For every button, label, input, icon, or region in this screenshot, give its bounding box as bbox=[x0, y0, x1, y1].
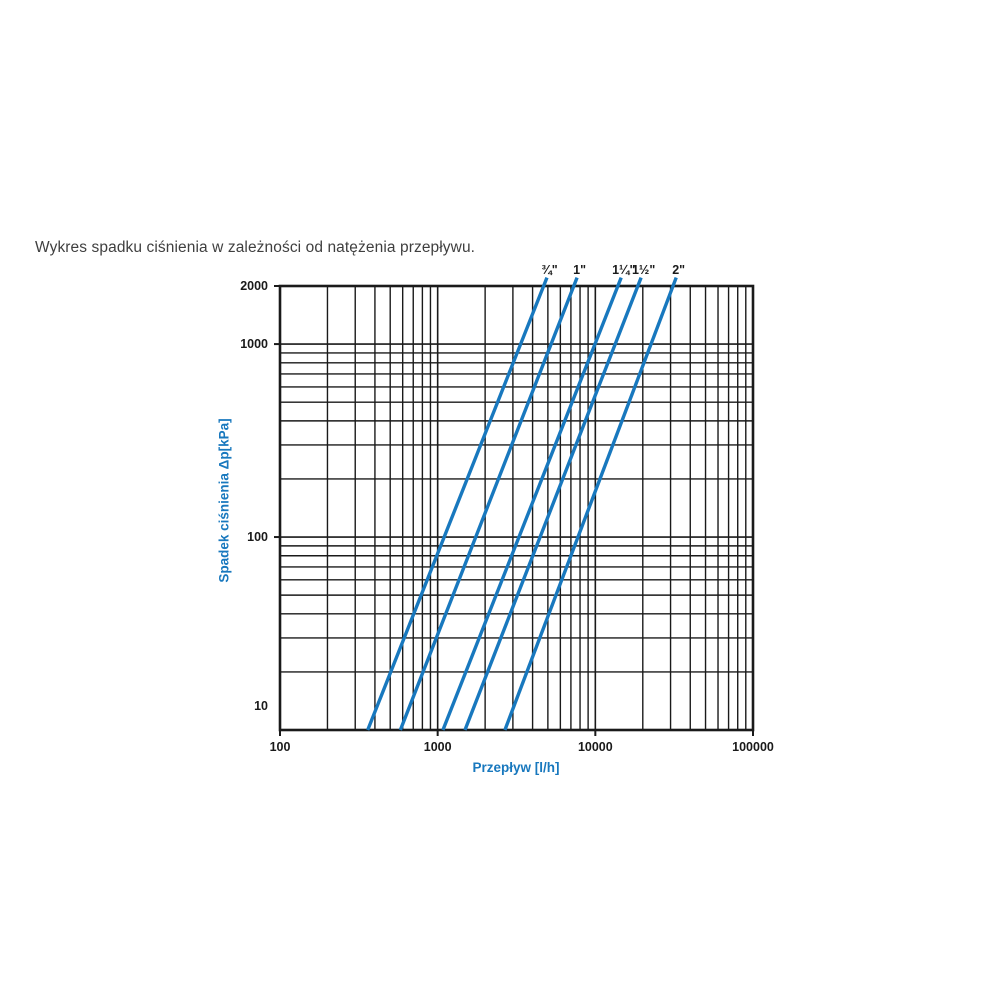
x-tick-label: 1000 bbox=[423, 740, 452, 754]
x-tick-label: 100 bbox=[269, 740, 291, 754]
series-label-1-1/2-inch: 1½" bbox=[631, 263, 656, 277]
series-line-3/4-inch bbox=[366, 277, 549, 731]
y-axis-title: Spadek ciśnienia Δp[kPa] bbox=[216, 418, 232, 583]
series-line-1-1/4-inch bbox=[441, 277, 623, 731]
plot-frame bbox=[278, 284, 755, 732]
x-tick-label: 10000 bbox=[577, 740, 613, 754]
series-label-1-inch: 1" bbox=[573, 263, 587, 277]
y-tick-label: 100 bbox=[247, 530, 268, 545]
series-label-3/4-inch: ¾" bbox=[541, 263, 558, 277]
x-tick-label: 100000 bbox=[732, 740, 774, 754]
series-line-1-1/2-inch bbox=[463, 276, 643, 731]
y-tick-label: 2000 bbox=[240, 279, 268, 293]
y-tick-label: 10 bbox=[254, 699, 268, 713]
series-label-1-1/4-inch: 1¼" bbox=[612, 263, 636, 277]
page-title: Wykres spadku ciśnienia w zależności od … bbox=[35, 239, 476, 256]
series-line-1-inch bbox=[398, 276, 579, 731]
series-line-2-inch bbox=[503, 276, 678, 731]
series-label-2-inch: 2" bbox=[672, 263, 686, 277]
x-axis-title: Przepływ [l/h] bbox=[472, 760, 560, 775]
y-tick-label: 1000 bbox=[240, 337, 268, 352]
